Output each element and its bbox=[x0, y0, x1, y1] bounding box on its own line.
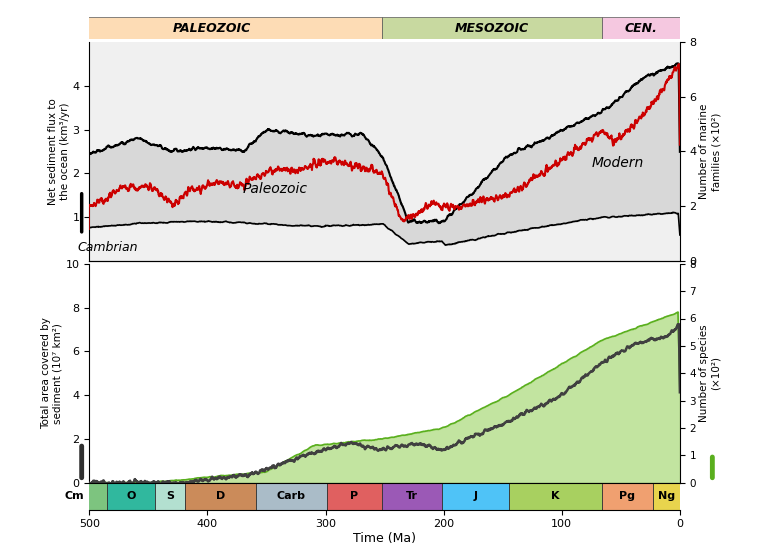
Y-axis label: Total area covered by
sediment (10⁷ km²): Total area covered by sediment (10⁷ km²) bbox=[41, 318, 63, 429]
Bar bbox=[653, 483, 680, 510]
Text: J: J bbox=[473, 491, 478, 501]
Text: S: S bbox=[166, 491, 174, 501]
Text: PALEOZOIC: PALEOZOIC bbox=[172, 21, 251, 35]
Y-axis label: Net sediment flux to
the ocean (km³/yr): Net sediment flux to the ocean (km³/yr) bbox=[48, 98, 70, 205]
Text: MESOZOIC: MESOZOIC bbox=[455, 21, 529, 35]
Bar bbox=[382, 17, 602, 39]
Text: P: P bbox=[350, 491, 358, 501]
Text: O: O bbox=[127, 491, 136, 501]
Text: Modern: Modern bbox=[591, 156, 643, 170]
Bar bbox=[602, 483, 653, 510]
Bar bbox=[41, 17, 382, 39]
Text: Pg: Pg bbox=[619, 491, 636, 501]
Text: Ng: Ng bbox=[658, 491, 675, 501]
Text: Cm: Cm bbox=[64, 491, 84, 501]
Text: Carb: Carb bbox=[277, 491, 306, 501]
Text: Paleozoic: Paleozoic bbox=[243, 182, 308, 196]
Text: CEN.: CEN. bbox=[625, 21, 657, 35]
Y-axis label: Number of species
(×10²): Number of species (×10²) bbox=[699, 324, 720, 422]
Bar bbox=[41, 483, 107, 510]
Bar bbox=[107, 483, 155, 510]
Bar bbox=[442, 483, 509, 510]
Bar bbox=[602, 17, 680, 39]
Text: Cambrian: Cambrian bbox=[78, 241, 138, 254]
Text: K: K bbox=[551, 491, 559, 501]
Bar bbox=[185, 483, 256, 510]
Bar bbox=[509, 483, 602, 510]
Y-axis label: Number of marine
families (×10²): Number of marine families (×10²) bbox=[699, 104, 721, 199]
Text: D: D bbox=[216, 491, 225, 501]
Bar bbox=[256, 483, 327, 510]
X-axis label: Time (Ma): Time (Ma) bbox=[353, 532, 416, 545]
Bar bbox=[382, 483, 442, 510]
Bar bbox=[327, 483, 382, 510]
Bar bbox=[155, 483, 185, 510]
Text: Tr: Tr bbox=[406, 491, 418, 501]
